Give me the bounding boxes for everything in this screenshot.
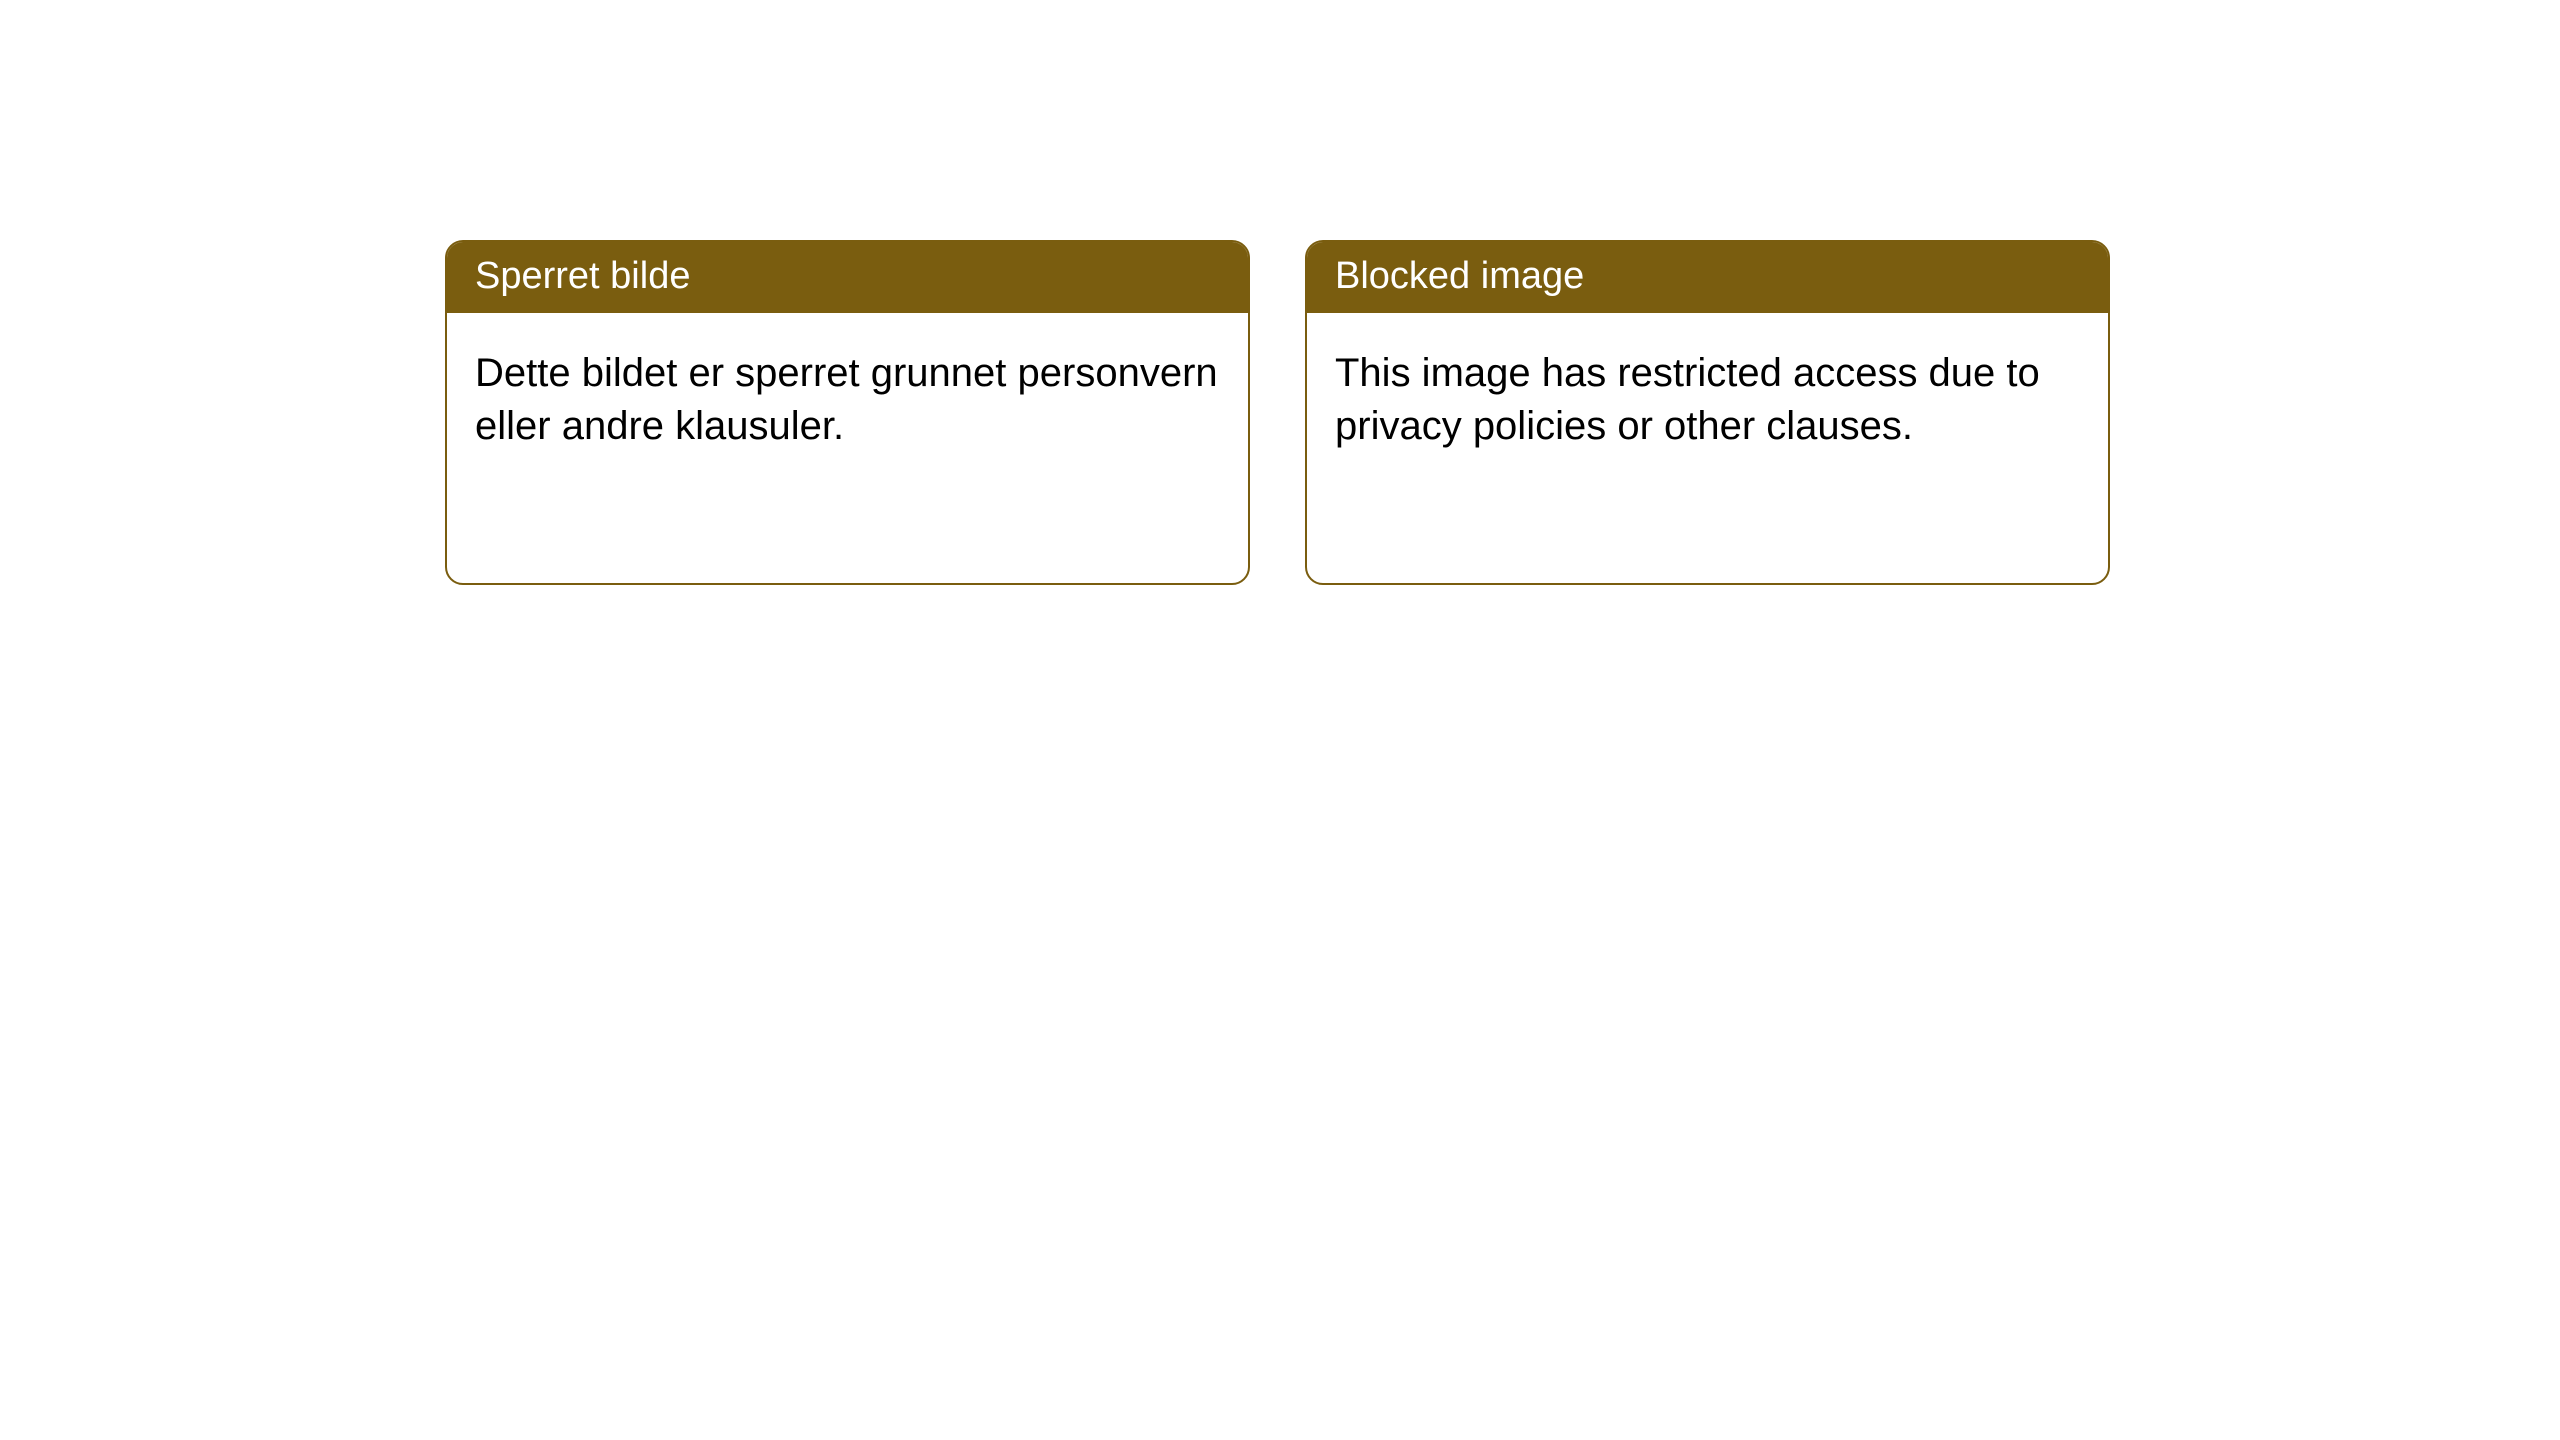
notice-header: Blocked image [1307,242,2108,313]
notice-card-norwegian: Sperret bilde Dette bildet er sperret gr… [445,240,1250,585]
notice-header: Sperret bilde [447,242,1248,313]
notice-card-english: Blocked image This image has restricted … [1305,240,2110,585]
notice-cards-container: Sperret bilde Dette bildet er sperret gr… [445,240,2110,585]
notice-body: Dette bildet er sperret grunnet personve… [447,313,1248,583]
notice-body: This image has restricted access due to … [1307,313,2108,583]
